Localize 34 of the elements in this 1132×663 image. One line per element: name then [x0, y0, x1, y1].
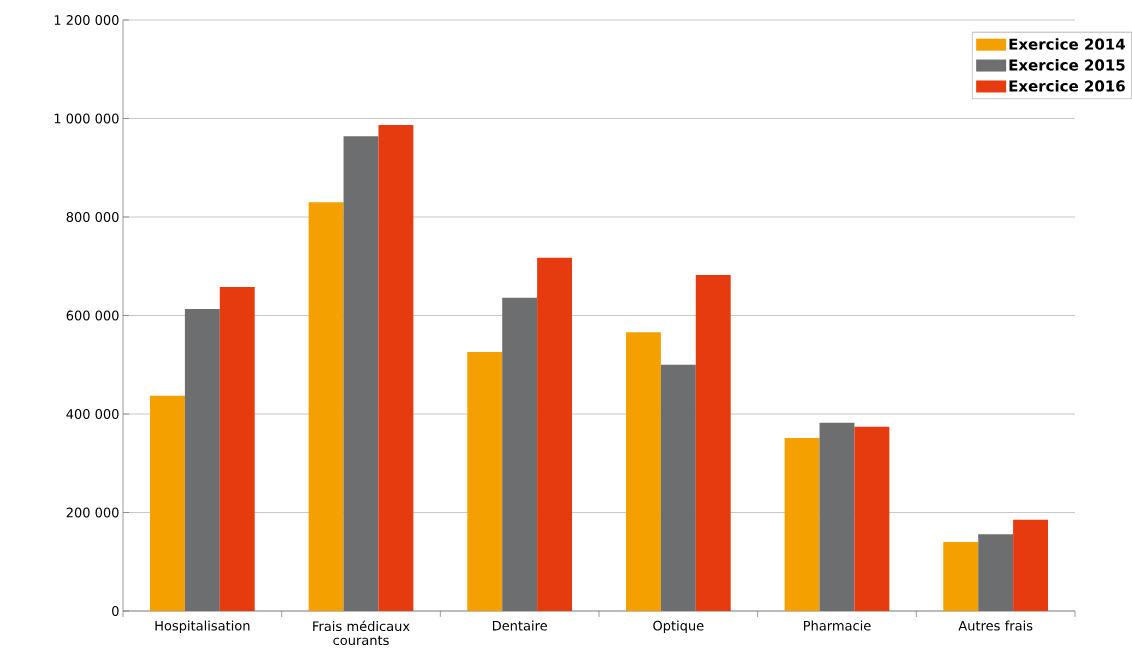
- bar: [819, 422, 855, 611]
- x-tick-label: Frais médicaux courants: [313, 620, 410, 646]
- x-tick-label: Autres frais: [958, 620, 1033, 631]
- bar: [378, 124, 414, 611]
- x-tick-label: Pharmacie: [804, 620, 871, 631]
- bar: [467, 351, 503, 611]
- bar: [219, 286, 255, 611]
- bar: [502, 297, 538, 611]
- x-tick-label: Optique: [653, 620, 704, 634]
- bar: [660, 364, 696, 611]
- bar: [625, 332, 661, 611]
- x-tick-label: Hospitalisation: [155, 620, 250, 634]
- bar: [184, 309, 220, 611]
- x-tick-label: Dentaire: [492, 620, 547, 631]
- y-tick-label: 1 200 000: [54, 15, 119, 25]
- bar: [1013, 519, 1049, 611]
- y-tick-label: 600 000: [66, 310, 119, 321]
- bar: [943, 542, 979, 611]
- y-tick-label: 0: [112, 606, 119, 616]
- bar: [308, 202, 344, 611]
- y-tick-label: 200 000: [66, 507, 119, 518]
- bar: [854, 426, 890, 611]
- y-tick-label: 1 000 000: [54, 113, 119, 124]
- legend-label: Exercice 2016: [1009, 80, 1125, 92]
- y-tick-label: 400 000: [66, 409, 119, 419]
- bar: [784, 438, 820, 611]
- bar: [149, 395, 185, 611]
- bar: [343, 136, 379, 611]
- legend-label: Exercice 2015: [1009, 59, 1125, 71]
- y-tick-label: 800 000: [66, 212, 119, 222]
- bar: [537, 257, 573, 611]
- legend-label: Exercice 2014: [1009, 38, 1126, 50]
- bar: [978, 534, 1014, 611]
- bar: [695, 275, 731, 611]
